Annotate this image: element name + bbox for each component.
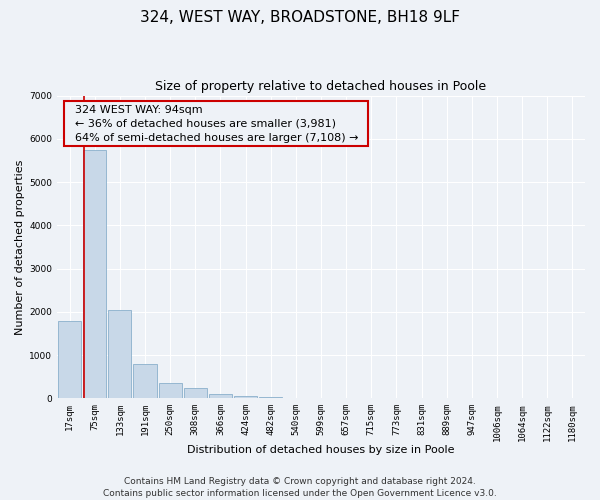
Title: Size of property relative to detached houses in Poole: Size of property relative to detached ho…	[155, 80, 487, 93]
Text: Contains HM Land Registry data © Crown copyright and database right 2024.
Contai: Contains HM Land Registry data © Crown c…	[103, 476, 497, 498]
Bar	[83, 150, 106, 398]
Bar	[184, 388, 207, 398]
Bar	[58, 322, 81, 398]
Bar	[259, 397, 282, 398]
Bar	[109, 310, 131, 398]
Bar	[234, 396, 257, 398]
Text: 324, WEST WAY, BROADSTONE, BH18 9LF: 324, WEST WAY, BROADSTONE, BH18 9LF	[140, 10, 460, 25]
Bar	[158, 383, 182, 398]
Y-axis label: Number of detached properties: Number of detached properties	[15, 160, 25, 334]
Bar	[209, 394, 232, 398]
Text: 324 WEST WAY: 94sqm  
  ← 36% of detached houses are smaller (3,981)  
  64% of : 324 WEST WAY: 94sqm ← 36% of detached ho…	[68, 104, 365, 142]
Bar	[133, 364, 157, 398]
X-axis label: Distribution of detached houses by size in Poole: Distribution of detached houses by size …	[187, 445, 455, 455]
